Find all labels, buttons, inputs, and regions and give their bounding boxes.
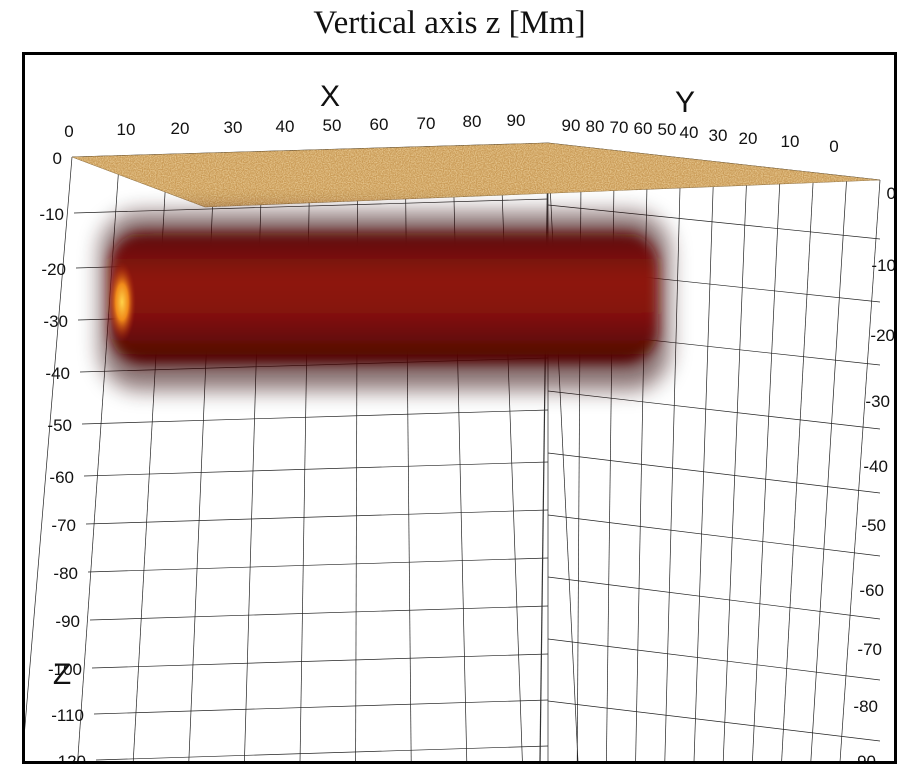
tick-label-z-right: -50: [861, 516, 886, 535]
grid-line-x: [22, 156, 73, 762]
tick-label-z: -100: [48, 660, 82, 679]
tick-label-z: -60: [49, 468, 74, 487]
tick-label-x: 20: [171, 119, 190, 138]
tick-label-z: -40: [45, 364, 70, 383]
tick-label-x: 40: [276, 117, 295, 136]
tick-label-y: 30: [709, 126, 728, 145]
flux-tube-body: [110, 232, 658, 364]
tick-label-x: 70: [417, 114, 436, 133]
tick-label-z-right: -60: [859, 581, 884, 600]
tick-label-z: -30: [43, 312, 68, 331]
tick-label-x: 0: [64, 122, 73, 141]
tick-label-z: -20: [41, 260, 66, 279]
tick-label-z-right: -40: [863, 457, 888, 476]
tick-label-z-right: -70: [857, 640, 882, 659]
tick-label-z-right: -30: [865, 392, 890, 411]
tick-label-z: -10: [39, 205, 64, 224]
surface-granulation: [72, 143, 880, 207]
tick-label-x: 30: [224, 118, 243, 137]
tick-label-x: 50: [323, 116, 342, 135]
tick-label-z: -120: [52, 752, 86, 762]
grid-line-y: [810, 176, 848, 762]
grid-line-z: [89, 605, 549, 621]
tick-label-z: -90: [55, 612, 80, 631]
grid-line-z: [87, 557, 549, 573]
grid-line-y: [722, 165, 748, 762]
tick-label-z-right: -20: [870, 326, 895, 345]
tick-label-y: 10: [781, 132, 800, 151]
tick-label-y: 40: [680, 123, 699, 142]
grid-line-z-right: [547, 700, 881, 742]
tick-label-x: 10: [117, 120, 136, 139]
tick-label-z: -70: [51, 516, 76, 535]
grid-line-z-right: [547, 576, 881, 620]
grid-line-z: [93, 699, 549, 715]
grid-line-z: [85, 509, 549, 525]
grid-line-y: [752, 168, 781, 762]
tick-label-z-right: -80: [853, 697, 878, 716]
grid-line-z-right: [547, 204, 881, 240]
flux-tube: [100, 212, 670, 390]
tick-label-y: 20: [739, 129, 758, 148]
tick-label-y: 80: [586, 117, 605, 136]
axis-labels: 0 10 20 30 40 50 60 70 80 90 90 80 70 60 50 40 30 20 10 00-…: [39, 80, 896, 762]
grid-line-z-right: [547, 638, 881, 681]
grid-line-z: [91, 653, 549, 669]
tick-label-x: 80: [463, 112, 482, 131]
tick-label-y: 50: [658, 120, 677, 139]
axis-title-x: X: [320, 80, 340, 113]
grid-line-z: [83, 461, 549, 477]
grid-line-z-right: [547, 390, 881, 430]
grid-line-z-right: [547, 452, 881, 494]
tick-label-y: 70: [610, 118, 629, 137]
tick-label-x: 90: [507, 111, 526, 130]
axis-title-z: Z: [53, 658, 71, 691]
grid-line-z-right: [547, 514, 881, 557]
grid-line-y: [664, 157, 682, 762]
tick-label-y: 60: [634, 119, 653, 138]
figure-title: Vertical axis z [Mm]: [313, 5, 586, 41]
plot-3d-view[interactable]: 0 10 20 30 40 50 60 70 80 90 90 80 70 60 50 40 30 20 10 0 0-…: [22, 52, 897, 762]
grid-line-z: [73, 198, 549, 214]
tick-label-z: -50: [47, 416, 72, 435]
tick-label-x: 60: [370, 115, 389, 134]
tick-label-z-right: 0: [887, 184, 896, 203]
tick-label-y: 0: [829, 137, 838, 156]
tick-label-z: -110: [51, 706, 84, 725]
grid-line-y: [839, 179, 881, 762]
axis-title-y: Y: [675, 86, 695, 119]
grid-line-z: [81, 409, 549, 425]
tick-label-z-right: -90: [851, 752, 876, 762]
grid-line-y: [693, 161, 715, 762]
grid-line-z: [95, 745, 549, 761]
scene-svg: 0 10 20 30 40 50 60 70 80 90 90 80 70 60 50 40 30 20 10 00-…: [22, 80, 896, 762]
tick-label-z-right: -10: [871, 256, 896, 275]
grid-line-y: [781, 172, 814, 762]
tick-label-z: 0: [53, 149, 62, 168]
surface-plane: [71, 142, 881, 208]
flux-tube-end-cap: [108, 262, 136, 342]
tick-label-z: -80: [53, 564, 78, 583]
tick-label-y: 90: [562, 116, 581, 135]
